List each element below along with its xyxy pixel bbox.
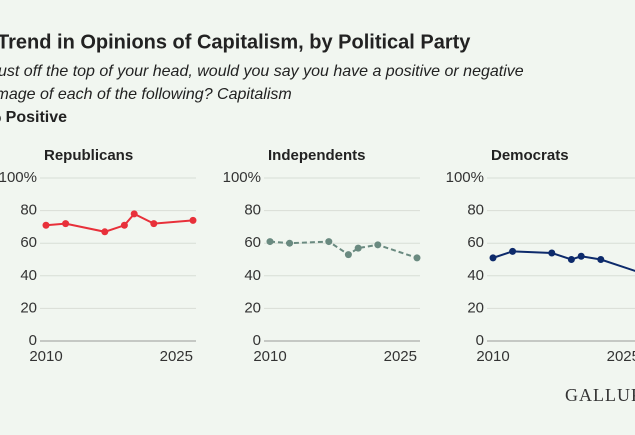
subtitle: Just off the top of your head, would you…: [0, 63, 524, 80]
y-tick-label: 80: [20, 202, 37, 219]
point: [189, 216, 197, 224]
line: [492, 250, 635, 272]
point: [120, 221, 128, 229]
y-tick-label: 60: [244, 234, 261, 251]
y-tick-label: 40: [20, 267, 37, 284]
y-tick-label: 100%: [223, 169, 261, 186]
point: [150, 220, 158, 228]
y-tick-label: 60: [467, 234, 484, 251]
chart-title: Trend in Opinions of Capitalism, by Poli…: [0, 31, 471, 53]
source-logo: GALLUP: [565, 385, 635, 405]
measure-label: % Positive: [0, 109, 67, 126]
y-tick-label: 80: [467, 202, 484, 219]
y-tick-label: 20: [20, 299, 37, 316]
subtitle: image of each of the following? Capitali…: [0, 86, 292, 103]
point: [413, 254, 421, 262]
point: [325, 238, 333, 246]
point: [286, 239, 294, 247]
x-tick-label: 2025: [160, 348, 193, 365]
panel-title: Independents: [268, 147, 366, 164]
point: [62, 220, 70, 228]
x-tick-label: 2010: [253, 348, 286, 365]
point: [548, 249, 556, 257]
point: [101, 228, 109, 236]
y-tick-label: 80: [244, 202, 261, 219]
point: [567, 256, 575, 263]
point: [374, 241, 382, 249]
point: [354, 244, 362, 252]
x-tick-label: 2010: [476, 348, 509, 365]
y-tick-label: 20: [467, 299, 484, 316]
panel-title: Republicans: [44, 147, 133, 164]
point: [266, 238, 274, 246]
y-tick-label: 0: [29, 332, 37, 349]
x-tick-label: 2025: [384, 348, 417, 365]
point: [577, 252, 585, 260]
point: [42, 221, 50, 229]
point: [597, 256, 605, 263]
y-tick-label: 100%: [0, 169, 37, 186]
y-tick-label: 100%: [446, 169, 484, 186]
y-tick-label: 20: [244, 299, 261, 316]
y-tick-label: 40: [467, 267, 484, 284]
point: [130, 210, 138, 218]
y-tick-label: 40: [244, 267, 261, 284]
point: [489, 254, 497, 262]
point: [509, 247, 517, 255]
x-tick-label: 2025: [607, 348, 635, 365]
y-tick-label: 60: [20, 234, 37, 251]
point: [344, 251, 352, 259]
y-tick-label: 0: [476, 332, 484, 349]
panel-title: Democrats: [491, 147, 569, 164]
x-tick-label: 2010: [29, 348, 62, 365]
y-tick-label: 0: [253, 332, 261, 349]
